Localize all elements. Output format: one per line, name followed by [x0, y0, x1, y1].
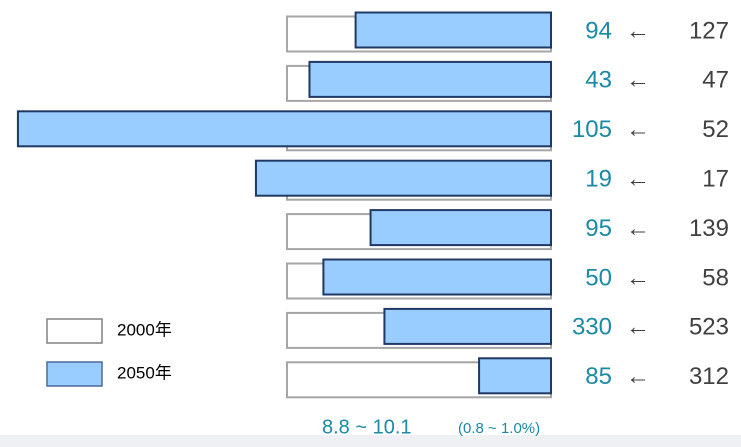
- value-2000: 139: [689, 215, 729, 242]
- footer-percent: (0.8 ~ 1.0%): [458, 420, 540, 437]
- bar-2050: [308, 60, 552, 98]
- bar-2050: [478, 357, 553, 395]
- legend-swatch: [46, 318, 103, 344]
- value-2050: 105: [572, 116, 612, 143]
- legend-label: 2000年: [117, 320, 172, 339]
- value-2050: 330: [572, 314, 612, 341]
- value-2050: 85: [585, 363, 612, 390]
- arrow: ←: [626, 17, 650, 44]
- bar-2050: [322, 258, 552, 296]
- arrow: ←: [626, 166, 650, 193]
- bar-2050: [369, 209, 553, 247]
- bottom-band: [0, 435, 741, 447]
- arrow: ←: [626, 363, 650, 390]
- arrow: ←: [626, 314, 650, 341]
- bar-2050: [354, 11, 552, 49]
- value-2000: 52: [702, 116, 729, 143]
- value-2050: 95: [585, 215, 612, 242]
- value-2050: 94: [585, 17, 612, 44]
- arrow: ←: [626, 215, 650, 242]
- value-2000: 17: [702, 166, 729, 193]
- arrow: ←: [626, 264, 650, 291]
- value-2050: 50: [585, 264, 612, 291]
- footer-range: 8.8 ~ 10.1: [322, 416, 412, 438]
- bar-2050: [16, 110, 552, 148]
- value-2000: 127: [689, 17, 729, 44]
- arrow: ←: [626, 116, 650, 143]
- legend-label: 2050年: [117, 363, 172, 382]
- value-2000: 523: [689, 314, 729, 341]
- value-2000: 47: [702, 67, 729, 94]
- bar-2050: [254, 159, 553, 197]
- value-2050: 43: [585, 67, 612, 94]
- value-2000: 58: [702, 264, 729, 291]
- bar-2050: [383, 307, 553, 345]
- legend-swatch: [46, 361, 103, 387]
- value-2050: 19: [585, 166, 612, 193]
- value-2000: 312: [689, 363, 729, 390]
- arrow: ←: [626, 67, 650, 94]
